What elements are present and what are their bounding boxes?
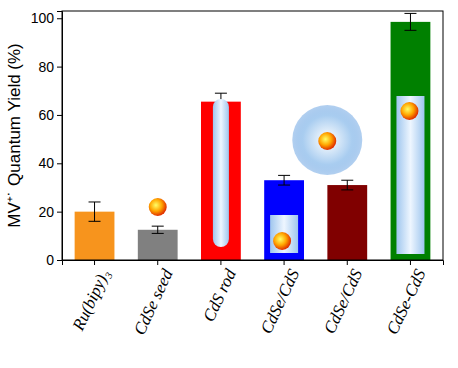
x-tick-mark: [94, 260, 95, 265]
error-line: [347, 180, 348, 190]
bar: [327, 185, 367, 260]
core-sphere: [273, 232, 291, 250]
x-tick: CdSe/CdS: [257, 260, 304, 337]
y-tick: 20: [38, 204, 62, 220]
y-axis-title: MV⁺˙ Quantum Yield (%): [5, 43, 24, 228]
error-bar: [89, 202, 101, 221]
error-line: [410, 13, 411, 30]
core-sphere: [149, 198, 167, 216]
plot: 0 20 40 60 80 100 Ru(bipy)₃ CdSe seed CdS rod CdS…: [31, 10, 444, 338]
y-tick-mark: [57, 115, 62, 116]
x-tick: CdS rod: [199, 260, 240, 325]
illustrations: [149, 96, 425, 254]
error-line: [278, 185, 290, 186]
error-line: [404, 13, 416, 14]
x-tick-label: CdS rod: [199, 266, 240, 325]
x-tick-mark: [410, 260, 411, 265]
y-tick-label: 80: [38, 59, 54, 75]
x-tick-label: CdSe/CdS: [320, 266, 367, 337]
x-tick-mark: [347, 260, 348, 265]
y-tick: 60: [38, 107, 62, 123]
y-tick-label: 20: [38, 204, 54, 220]
error-line: [215, 93, 227, 94]
y-tick: 40: [38, 155, 62, 171]
error-line: [341, 180, 353, 181]
y-axis: 0 20 40 60 80 100: [31, 10, 63, 268]
y-tick-mark: [57, 260, 62, 261]
error-line: [284, 175, 285, 185]
x-tick: Ru(bipy)₃: [68, 260, 113, 334]
y-tick-mark: [57, 163, 62, 164]
x-tick: CdSe/CdS: [320, 260, 367, 337]
plot-frame: [62, 11, 443, 260]
core-sphere: [318, 132, 336, 150]
error-line: [278, 175, 290, 176]
y-tick: 0: [46, 252, 62, 268]
error-line: [152, 226, 164, 227]
x-tick-mark: [220, 260, 221, 265]
y-tick-mark: [57, 212, 62, 213]
y-tick-label: 40: [38, 155, 54, 171]
bar: [264, 180, 304, 260]
error-line: [404, 30, 416, 31]
y-tick-mark: [57, 18, 62, 19]
error-bar: [404, 13, 416, 30]
bar: [138, 230, 178, 260]
x-axis: Ru(bipy)₃ CdSe seed CdS rod CdSe/CdS CdSe/Cd…: [63, 260, 444, 338]
error-bar: [341, 180, 353, 190]
bar: [391, 22, 431, 260]
error-line: [157, 226, 158, 233]
x-tick-label: CdSe seed: [130, 266, 177, 338]
error-line: [89, 221, 101, 222]
error-line: [94, 202, 95, 221]
y-tick: 100: [31, 10, 62, 26]
bars: [75, 13, 431, 260]
long-rod-shell: [396, 96, 424, 254]
error-bar: [278, 175, 290, 185]
y-tick-label: 0: [46, 252, 54, 268]
x-tick-label: Ru(bipy)₃: [68, 266, 113, 334]
x-tick: CdSe seed: [130, 260, 177, 338]
chart: 0 20 40 60 80 100 Ru(bipy)₃ CdSe seed CdS rod CdS…: [0, 0, 458, 368]
x-tick-mark: [157, 260, 158, 265]
error-bar: [152, 226, 164, 233]
sphere-shell: [292, 105, 362, 175]
x-axis-line: [63, 261, 444, 266]
rod-shell: [213, 99, 229, 247]
x-tick-label: CdSe-CdS: [383, 266, 430, 338]
y-tick: 80: [38, 59, 62, 75]
error-line: [152, 233, 164, 234]
x-tick: CdSe-CdS: [383, 260, 430, 338]
x-tick-mark: [284, 260, 285, 265]
x-tick-label: CdSe/CdS: [257, 266, 304, 337]
y-tick-label: 100: [31, 10, 55, 26]
core-sphere: [400, 102, 418, 120]
short-rod-shell: [270, 215, 298, 253]
y-tick-mark: [57, 67, 62, 68]
error-line: [341, 189, 353, 190]
y-tick-label: 60: [38, 107, 54, 123]
error-line: [89, 201, 101, 202]
